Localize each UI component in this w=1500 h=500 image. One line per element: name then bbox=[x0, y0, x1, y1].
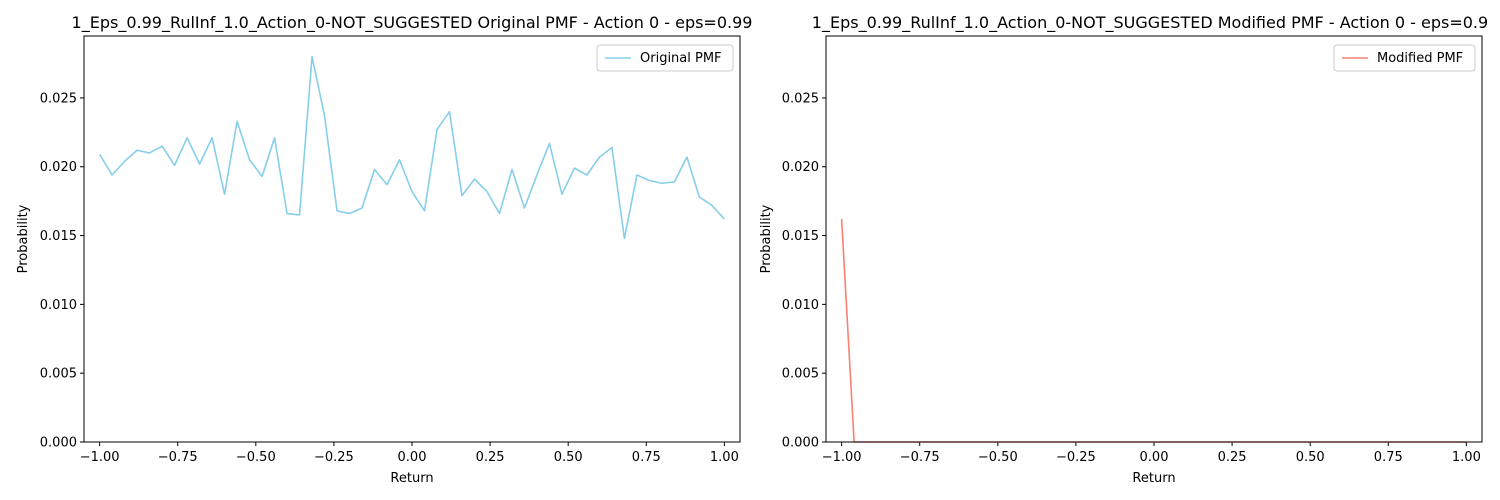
x-tick-label-modified: 0.00 bbox=[1140, 450, 1169, 465]
y-tick-label-modified: 0.025 bbox=[782, 91, 819, 106]
series-line-original bbox=[98, 55, 725, 240]
legend-box-original bbox=[596, 44, 734, 72]
chart-title-modified: 1_Eps_0.99_RulInf_1.0_Action_0-NOT_SUGGE… bbox=[812, 13, 1488, 33]
x-axis-label-modified: Return bbox=[1132, 471, 1175, 486]
x-tick-label-modified: −0.75 bbox=[900, 450, 940, 465]
chart-panel-original: 1_Eps_0.99_RulInf_1.0_Action_0-NOT_SUGGE… bbox=[16, 13, 752, 486]
legend-modified: Modified PMF bbox=[1333, 44, 1476, 72]
y-tick-label-original: 0.015 bbox=[40, 229, 77, 244]
x-tick-label-modified: 0.75 bbox=[1374, 450, 1403, 465]
y-tick-label-original: 0.020 bbox=[40, 160, 77, 175]
x-tick-label-modified: 0.25 bbox=[1218, 450, 1247, 465]
chart-title-original: 1_Eps_0.99_RulInf_1.0_Action_0-NOT_SUGGE… bbox=[72, 13, 753, 33]
plot-frame-modified bbox=[825, 35, 1483, 443]
x-tick-label-original: −0.50 bbox=[236, 450, 276, 465]
y-tick-label-modified: 0.005 bbox=[782, 367, 819, 382]
legend-label-modified: Modified PMF bbox=[1377, 51, 1463, 66]
y-tick-label-original: 0.005 bbox=[40, 367, 77, 382]
x-tick-label-original: 0.00 bbox=[398, 450, 427, 465]
series-original bbox=[98, 55, 725, 240]
legend-label-original: Original PMF bbox=[640, 51, 722, 66]
x-tick-label-modified: −0.25 bbox=[1056, 450, 1096, 465]
x-tick-label-original: 0.50 bbox=[554, 450, 583, 465]
y-tick-label-original: 0.000 bbox=[40, 436, 77, 451]
x-tick-label-original: 0.25 bbox=[476, 450, 505, 465]
x-tick-label-original: 1.00 bbox=[710, 450, 739, 465]
y-axis-label-modified: Probability bbox=[759, 204, 774, 273]
x-tick-label-modified: 1.00 bbox=[1452, 450, 1481, 465]
legend-box-modified bbox=[1333, 44, 1476, 72]
y-tick-label-original: 0.025 bbox=[40, 91, 77, 106]
y-tick-label-modified: 0.020 bbox=[782, 160, 819, 175]
x-tick-label-modified: 0.50 bbox=[1296, 450, 1325, 465]
y-axis-label-original: Probability bbox=[16, 204, 31, 273]
x-tick-label-original: 0.75 bbox=[632, 450, 661, 465]
legend-original: Original PMF bbox=[596, 44, 734, 72]
x-tick-label-original: −0.75 bbox=[158, 450, 198, 465]
x-axis-label-original: Return bbox=[390, 471, 433, 486]
plot-area-original bbox=[84, 36, 740, 442]
y-tick-label-modified: 0.000 bbox=[782, 436, 819, 451]
y-tick-label-original: 0.010 bbox=[40, 298, 77, 313]
ticks-original: −1.00 −0.75 −0.50 −0.25 0.00 0.25 0.50 0.75 1.00… bbox=[40, 91, 739, 465]
x-tick-label-modified: −1.00 bbox=[822, 450, 862, 465]
plot-area-modified bbox=[826, 36, 1482, 442]
plot-frame-original bbox=[83, 35, 741, 443]
chart-panel-modified: 1_Eps_0.99_RulInf_1.0_Action_0-NOT_SUGGE… bbox=[759, 13, 1488, 486]
x-tick-label-original: −1.00 bbox=[80, 450, 120, 465]
ticks-modified: −1.00 −0.75 −0.50 −0.25 0.00 0.25 0.50 0.75 1.00… bbox=[782, 91, 1481, 465]
x-tick-label-original: −0.25 bbox=[314, 450, 354, 465]
x-tick-label-modified: −0.50 bbox=[978, 450, 1018, 465]
y-tick-label-modified: 0.010 bbox=[782, 298, 819, 313]
y-tick-label-modified: 0.015 bbox=[782, 229, 819, 244]
